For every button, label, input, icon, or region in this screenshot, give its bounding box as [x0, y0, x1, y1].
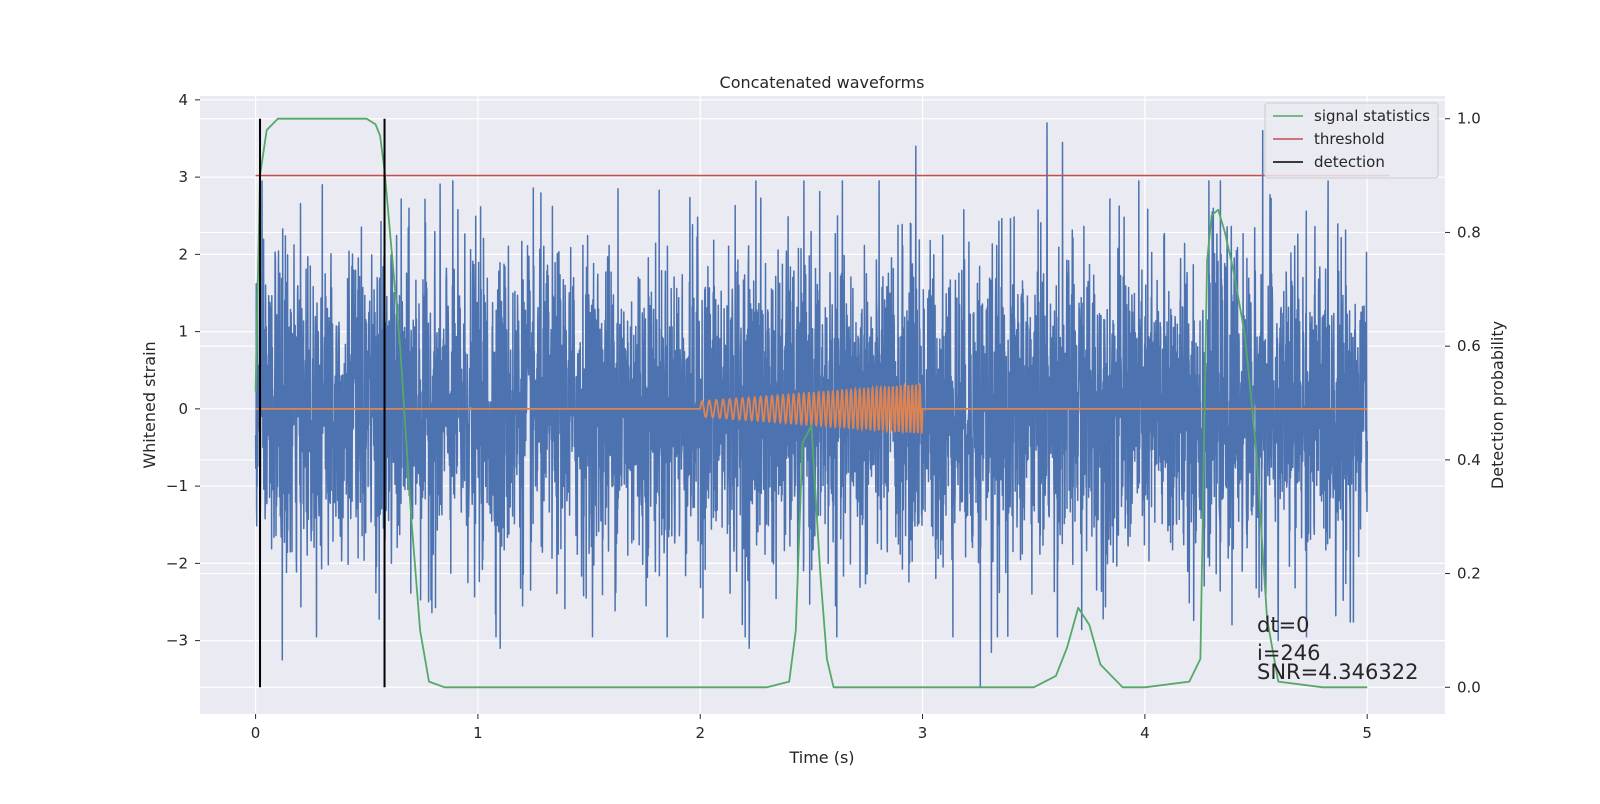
annotation-snr: SNR=4.346322 [1257, 660, 1418, 684]
y-tick-label: 4 [178, 91, 188, 109]
y2-tick-label: 1.0 [1457, 110, 1481, 128]
legend-label-signal-statistics: signal statistics [1314, 107, 1430, 125]
y2-tick-label: 0.4 [1457, 451, 1481, 469]
y2-tick-label: 0.2 [1457, 565, 1481, 583]
y2-tick-label: 0.0 [1457, 678, 1481, 696]
legend-label-detection: detection [1314, 153, 1385, 171]
y-tick-label: 0 [178, 400, 188, 418]
y-tick-label: 3 [178, 168, 188, 186]
x-axis-title: Time (s) [788, 748, 854, 767]
y-tick-label: −1 [166, 477, 188, 495]
y2-tick-label: 0.8 [1457, 223, 1481, 241]
y2-axis-title: Detection probability [1488, 321, 1507, 489]
legend-box [1264, 102, 1439, 179]
y-axis-title: Whitened strain [140, 341, 159, 468]
x-tick-label: 0 [251, 724, 261, 742]
y-tick-label: −2 [166, 554, 188, 572]
x-tick-label: 4 [1140, 724, 1150, 742]
axes: 0 1 2 3 4 5 −3 −2 −1 0 1 2 3 4 0.0 0.2 0.4 0.6 0.8 1.0 [166, 91, 1481, 742]
x-tick-label: 1 [473, 724, 483, 742]
x-tick-label: 5 [1362, 724, 1372, 742]
series-signal-statistics [254, 117, 1368, 689]
y-tick-label: 1 [178, 323, 188, 341]
annotation-dt: dt=0 [1257, 613, 1310, 637]
legend: signal statistics threshold detection [1264, 102, 1439, 179]
series-whitened-strain [254, 122, 1368, 688]
x-tick-label: 3 [918, 724, 928, 742]
annotation-index: i=246 [1257, 641, 1321, 665]
annotations: dt=0 i=246 SNR=4.346322 [1257, 613, 1418, 684]
x-tick-label: 2 [695, 724, 705, 742]
plot-data [254, 117, 1390, 689]
chart-title: Concatenated waveforms [720, 73, 925, 92]
y2-tick-label: 0.6 [1457, 337, 1481, 355]
y-tick-label: 2 [178, 245, 188, 263]
y-tick-label: −3 [166, 632, 188, 650]
legend-label-threshold: threshold [1314, 130, 1385, 148]
